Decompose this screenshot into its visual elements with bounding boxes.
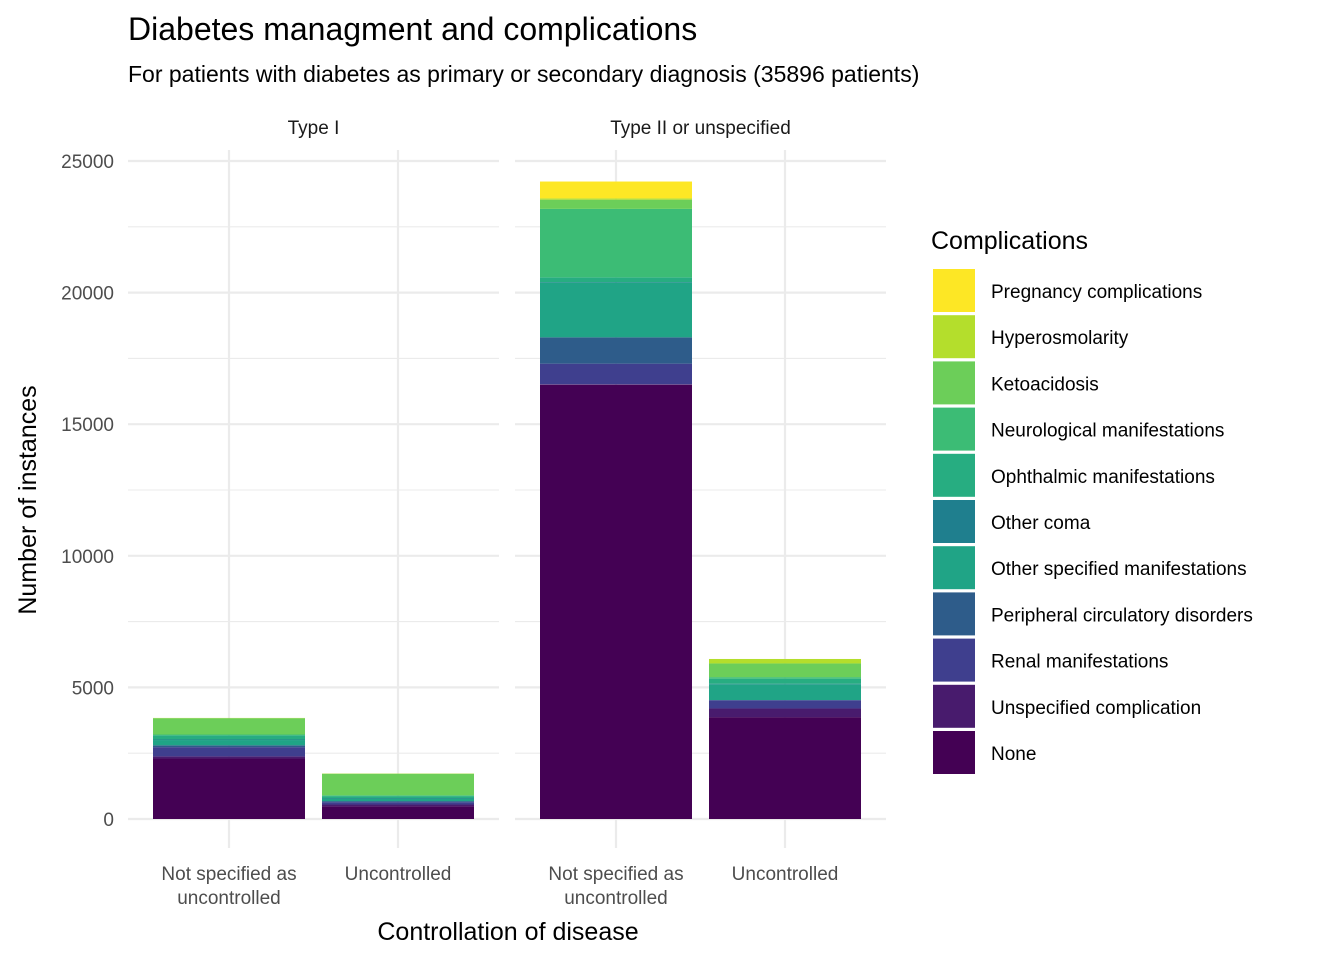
bar-type-i-unc-ketoacidosis [322,773,474,796]
x-tick-label: Not specified as [161,864,296,885]
legend-label: Renal manifestations [991,652,1168,673]
bar-type-i-unc-other-coma [322,798,474,799]
legend-swatch [933,592,975,636]
legend-item-hyperosmolarity: Hyperosmolarity [933,315,1129,359]
legend-label: Ketoacidosis [991,374,1099,395]
bar-type-ii-or-unspecified-unc-unspecified-complication [709,708,861,718]
legend-item-ketoacidosis: Ketoacidosis [933,361,1099,405]
legend-label: Peripheral circulatory disorders [991,605,1253,626]
bar-type-i-unc-neurological-manifestations [322,795,474,797]
chart-subtitle: For patients with diabetes as primary or… [128,61,919,87]
legend-swatch [933,269,975,312]
legend-label: Hyperosmolarity [991,328,1129,349]
bar-type-ii-or-unspecified-unc-other-specified-manifestations [709,684,861,701]
legend-swatch [933,638,975,682]
legend-item-peripheral-circulatory-disorders: Peripheral circulatory disorders [933,592,1253,636]
legend-item-other-coma: Other coma [933,500,1091,543]
bar-type-ii-or-unspecified-nsu-other-specified-manifestations [540,282,692,338]
bar-type-ii-or-unspecified-unc-renal-manifestations [709,700,861,709]
y-tick-label: 10000 [61,547,114,568]
y-tick-label: 5000 [72,678,114,699]
y-tick-label: 15000 [61,415,114,436]
legend-label: Other specified manifestations [991,559,1247,580]
bar-type-i-nsu-neurological-manifestations [153,734,305,736]
x-tick-label: Not specified as [548,864,683,885]
bar-type-i-nsu-unspecified-complication [153,756,305,759]
bar-type-ii-or-unspecified-nsu-pregnancy-complications [540,181,692,199]
y-tick-label: 25000 [61,152,114,173]
bar-type-ii-or-unspecified-unc-other-coma [709,683,861,685]
y-axis-title: Number of instances [14,385,42,614]
legend-swatch [933,315,975,359]
panel-type-ii-or-unspecified: Type II or unspecified [515,118,886,848]
legend-item-ophthalmic-manifestations: Ophthalmic manifestations [933,453,1215,497]
plot-panels: Type I Type II or unspecified [128,118,886,848]
bar-type-ii-or-unspecified-nsu-renal-manifestations [540,363,692,385]
bar-type-i-nsu-peripheral-circulatory-disorders [153,745,305,748]
x-axis-ticks: Not specified as uncontrolled Uncontrolled… [161,864,838,909]
facet-label-type-i: Type I [288,118,340,139]
chart-title: Diabetes managment and complications [128,11,697,47]
x-tick-label: Uncontrolled [732,864,839,885]
bar-type-ii-or-unspecified-unc-neurological-manifestations [709,677,861,679]
bar-type-ii-or-unspecified-unc-ophthalmic-manifestations [709,678,861,684]
legend-item-unspecified-complication: Unspecified complication [933,684,1201,728]
bar-type-i-nsu-renal-manifestations [153,747,305,757]
legend-swatch [933,684,975,728]
y-axis-ticks: 0 5000 10000 15000 20000 25000 [61,152,114,831]
legend-swatch [933,361,975,405]
bar-type-ii-or-unspecified-nsu-other-coma [540,282,692,283]
legend-swatch [933,546,975,590]
legend-swatch [933,453,975,497]
bar-type-i-unc-unspecified-complication [322,804,474,807]
legend-item-none: None [933,731,1036,774]
legend-swatch [933,407,975,451]
legend-label: Pregnancy complications [991,282,1202,303]
legend-label: Unspecified complication [991,698,1201,719]
bar-type-ii-or-unspecified-nsu-hyperosmolarity [540,198,692,200]
bar-type-ii-or-unspecified-unc-ketoacidosis [709,663,861,678]
legend-swatch [933,731,975,774]
legend: Complications Pregnancy complications Hyp… [931,227,1253,774]
bar-type-ii-or-unspecified-nsu-unspecified-complication [540,384,692,385]
bar-type-ii-or-unspecified-nsu-ophthalmic-manifestations [540,277,692,283]
legend-label: Other coma [991,513,1091,534]
bar-type-i-nsu-ketoacidosis [153,718,305,735]
bar-type-i-nsu-ophthalmic-manifestations [153,735,305,740]
bar-type-i-unc-peripheral-circulatory-disorders [322,801,474,803]
x-tick-label: uncontrolled [177,888,281,909]
legend-item-renal-manifestations: Renal manifestations [933,638,1168,682]
bar-type-ii-or-unspecified-nsu-peripheral-circulatory-disorders [540,337,692,364]
legend-title: Complications [931,227,1088,255]
legend-swatch [933,500,975,543]
bar-type-i-nsu-other-specified-manifestations [153,740,305,746]
y-tick-label: 20000 [61,284,114,305]
y-tick-label: 0 [103,810,114,831]
legend-item-pregnancy-complications: Pregnancy complications [933,269,1202,312]
bar-type-ii-or-unspecified-unc-hyperosmolarity [709,658,861,664]
bar-type-i-nsu-other-coma [153,739,305,741]
x-axis-title: Controllation of disease [377,918,638,946]
bar-type-ii-or-unspecified-nsu-ketoacidosis [540,199,692,209]
bar-type-ii-or-unspecified-nsu-neurological-manifestations [540,208,692,278]
bar-type-i-unc-none [322,806,474,819]
bar-type-ii-or-unspecified-nsu-none [540,384,692,819]
facet-label-type-ii-or-unspecified: Type II or unspecified [610,118,791,139]
bar-type-i-unc-renal-manifestations [322,802,474,805]
legend-label: Neurological manifestations [991,421,1224,442]
bar-type-ii-or-unspecified-unc-none [709,717,861,819]
bar-type-i-nsu-none [153,758,305,819]
panel-type-i: Type I [128,118,499,848]
bar-type-i-unc-other-specified-manifestations [322,798,474,802]
legend-label: None [991,744,1036,765]
legend-item-neurological-manifestations: Neurological manifestations [933,407,1224,451]
legend-label: Ophthalmic manifestations [991,467,1215,488]
x-tick-label: uncontrolled [564,888,668,909]
legend-item-other-specified-manifestations: Other specified manifestations [933,546,1247,590]
bar-type-i-unc-ophthalmic-manifestations [322,796,474,799]
x-tick-label: Uncontrolled [345,864,452,885]
